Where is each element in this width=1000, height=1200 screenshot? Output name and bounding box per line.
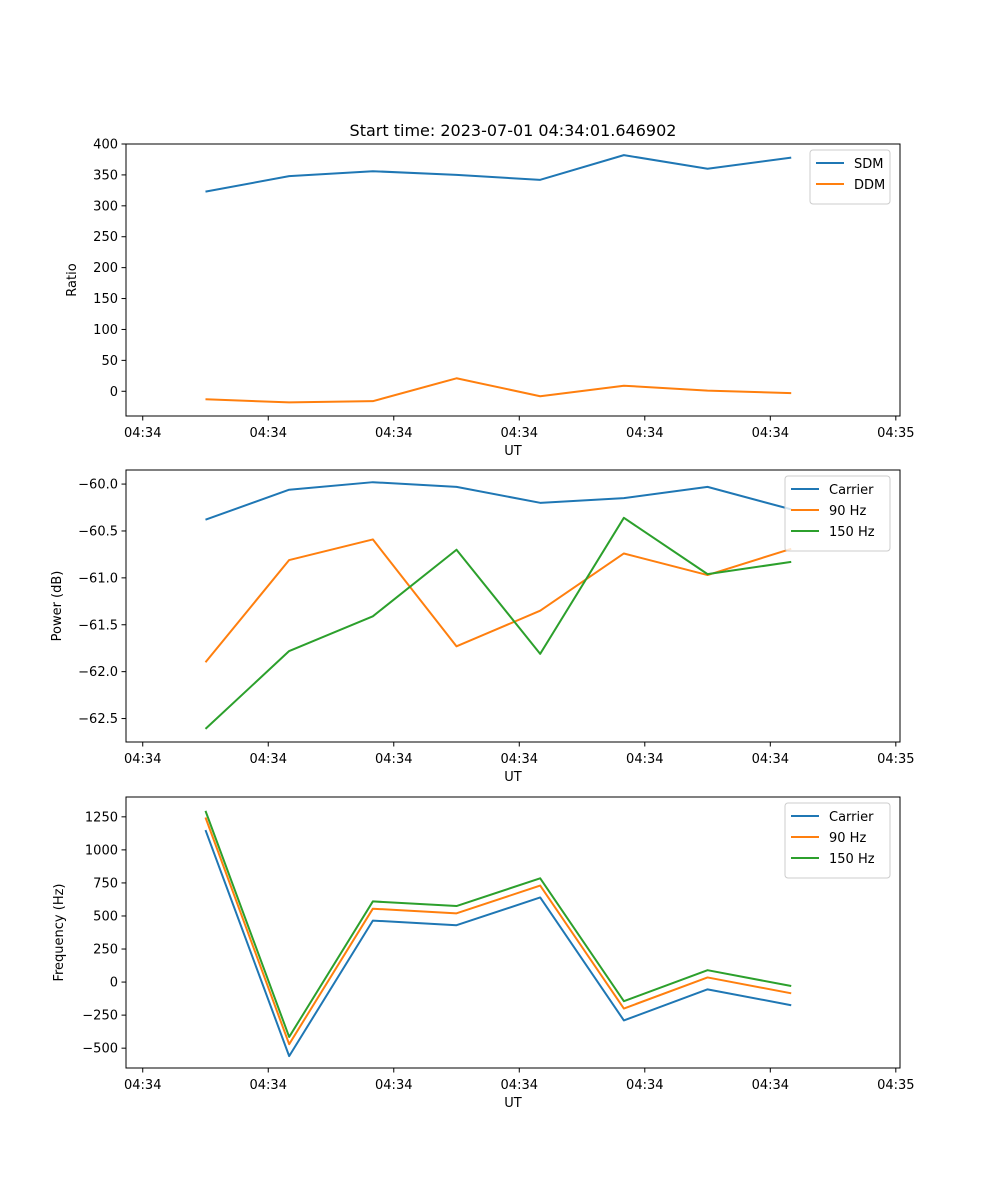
y-tick-label: 1000 [85, 843, 118, 858]
x-tick-label: 04:34 [375, 752, 412, 767]
series-line-carrier [205, 481, 792, 521]
y-tick-label: 0 [110, 976, 118, 991]
y-tick-label: 250 [93, 230, 118, 245]
y-tick-label: 300 [93, 199, 118, 214]
series-line-90-hz [204, 538, 792, 663]
x-tick-label: 04:34 [124, 426, 161, 441]
y-tick-label: 100 [93, 323, 118, 338]
y-tick-label: 50 [101, 354, 118, 369]
figure-title: Start time: 2023-07-01 04:34:01.646902 [350, 121, 677, 140]
x-tick-label: 04:34 [250, 1078, 287, 1093]
y-tick-label: 750 [93, 876, 118, 891]
y-tick-label: 0 [110, 385, 118, 400]
legend: SDM DDM [809, 149, 891, 205]
x-tick-label: 04:34 [626, 426, 663, 441]
legend: Carrier 90 Hz 150 Hz [784, 802, 891, 879]
y-tick-label: −62.5 [78, 712, 118, 727]
x-tick-label: 04:34 [501, 752, 538, 767]
x-tick-label: 04:34 [124, 752, 161, 767]
y-tick-label: −250 [82, 1009, 118, 1024]
legend-label: DDM [854, 178, 885, 193]
axes-frame [125, 796, 901, 1069]
y-axis-label: Ratio [65, 263, 80, 296]
axes-frame [125, 143, 901, 417]
y-axis-label: Power (dB) [50, 571, 65, 642]
y-tick-label: −500 [82, 1042, 118, 1057]
x-tick-label: 04:34 [752, 1078, 789, 1093]
legend-label: 90 Hz [829, 504, 866, 519]
legend-label: Carrier [829, 810, 874, 825]
y-tick-label: −61.5 [78, 618, 118, 633]
x-tick-label: 04:35 [877, 426, 914, 441]
y-tick-label: 400 [93, 138, 118, 153]
series-line-90-hz [204, 817, 792, 1046]
y-tick-label: −60.0 [78, 478, 118, 493]
x-tick-label: 04:34 [501, 426, 538, 441]
y-tick-label: 150 [93, 292, 118, 307]
y-axis-label: Frequency (Hz) [52, 883, 67, 981]
y-tick-label: −62.0 [78, 665, 118, 680]
y-tick-label: 200 [93, 261, 118, 276]
x-tick-label: 04:34 [250, 752, 287, 767]
legend-box [784, 475, 891, 552]
legend-label: Carrier [829, 483, 874, 498]
subplot-1: 04:34 04:34 04:34 04:34 04:34 04:34 04:35 0 50 10… [65, 138, 915, 460]
series-line-150-hz [204, 516, 792, 730]
x-axis-label: UT [504, 770, 522, 785]
x-tick-label: 04:35 [877, 752, 914, 767]
x-tick-label: 04:34 [501, 1078, 538, 1093]
y-tick-label: 500 [93, 909, 118, 924]
axes-frame [125, 469, 901, 743]
legend-label: SDM [854, 157, 883, 172]
x-tick-label: 04:34 [626, 752, 663, 767]
x-tick-label: 04:34 [375, 426, 412, 441]
x-tick-label: 04:34 [752, 752, 789, 767]
x-axis-label: UT [504, 1096, 522, 1111]
subplot-3: 04:34 04:34 04:34 04:34 04:34 04:34 04:35 −500 −… [52, 796, 915, 1111]
x-tick-label: 04:35 [877, 1078, 914, 1093]
x-tick-label: 04:34 [626, 1078, 663, 1093]
series-line-150-hz [204, 810, 792, 1038]
x-tick-label: 04:34 [250, 426, 287, 441]
y-tick-label: 1250 [85, 810, 118, 825]
legend-label: 90 Hz [829, 831, 866, 846]
y-tick-label: 350 [93, 168, 118, 183]
series-line-carrier [204, 829, 792, 1058]
x-tick-label: 04:34 [124, 1078, 161, 1093]
y-tick-label: −60.5 [78, 524, 118, 539]
legend-box [784, 802, 891, 879]
subplots: 04:34 04:34 04:34 04:34 04:34 04:34 04:35 0 50 10… [50, 138, 915, 1112]
series-line-sdm [205, 154, 792, 193]
y-tick-label: −61.0 [78, 571, 118, 586]
x-tick-label: 04:34 [375, 1078, 412, 1093]
y-tick-label: 250 [93, 943, 118, 958]
legend: Carrier 90 Hz 150 Hz [784, 475, 891, 552]
subplot-2: 04:34 04:34 04:34 04:34 04:34 04:34 04:35 −62.5… [50, 469, 915, 785]
legend-label: 150 Hz [829, 525, 875, 540]
legend-label: 150 Hz [829, 852, 875, 867]
x-axis-label: UT [504, 444, 522, 459]
x-tick-label: 04:34 [752, 426, 789, 441]
series-line-ddm [205, 377, 792, 404]
